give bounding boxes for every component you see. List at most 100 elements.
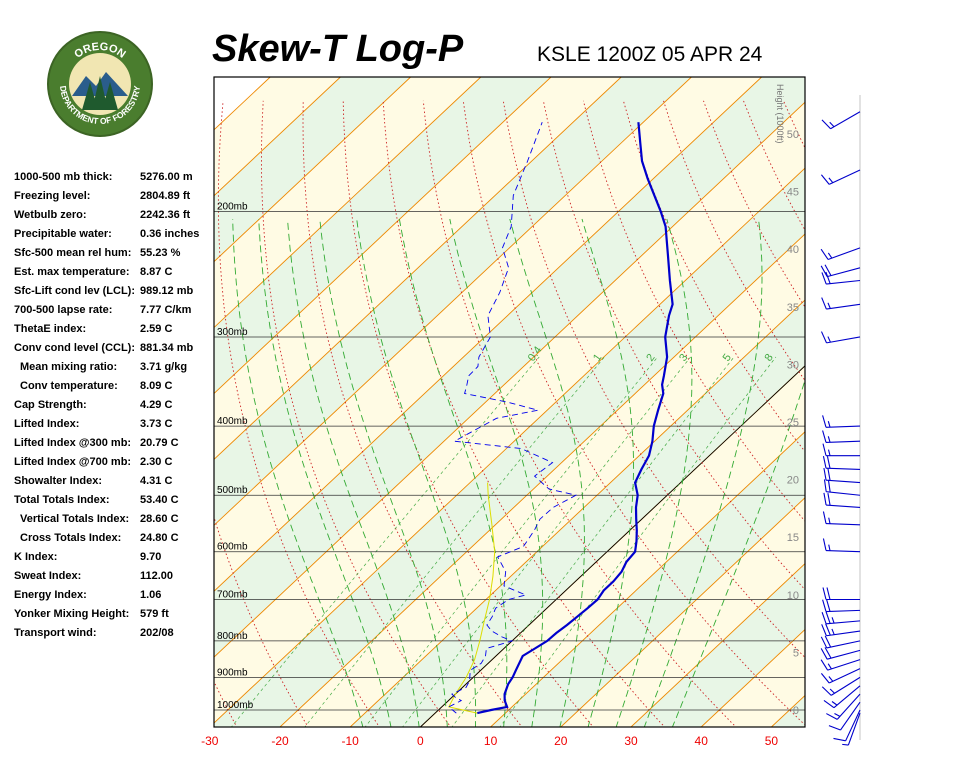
index-value: 2804.89 ft — [140, 190, 191, 202]
wind-barb-flag — [824, 635, 832, 648]
wind-barb — [820, 668, 861, 684]
wind-barb — [822, 599, 861, 613]
height-tick-label: 40 — [787, 244, 799, 256]
mixing-ratio-line — [451, 356, 735, 727]
index-value: 0.36 inches — [140, 228, 200, 240]
wind-barb-half-flag — [834, 713, 841, 717]
height-axis-label: Height (1000ft) — [775, 84, 785, 144]
wind-barb-half-flag — [827, 252, 833, 259]
index-label: Mean mixing ratio: — [20, 361, 118, 373]
index-value: 1.06 — [140, 589, 162, 601]
temperature-tick-label: 20 — [554, 734, 568, 748]
wind-barb-flag — [827, 493, 831, 506]
pressure-label: 700mb — [217, 589, 248, 600]
moist-adiabat — [398, 218, 508, 727]
dry-adiabat — [944, 101, 960, 728]
mixing-ratio-label: 1 — [591, 352, 604, 364]
wind-barb-flag — [822, 587, 827, 600]
index-value: 53.40 C — [140, 494, 179, 506]
index-label: Conv temperature: — [20, 380, 118, 392]
index-label: Wetbulb zero: — [14, 209, 87, 221]
pressure-label: 800mb — [217, 631, 248, 642]
mixing-ratio-line — [499, 356, 777, 727]
wind-barb-half-flag — [842, 743, 849, 746]
wind-barb — [822, 587, 860, 601]
wind-barb-flag — [820, 331, 828, 344]
wind-barb-staff — [830, 111, 861, 130]
index-label: 700-500 lapse rate: — [14, 304, 113, 316]
temperature-band — [214, 77, 805, 658]
wind-barb-flag — [825, 611, 831, 624]
dry-adiabat — [422, 100, 737, 727]
wind-barb — [822, 443, 860, 457]
moist-adiabat — [581, 218, 634, 727]
moist-adiabat — [509, 218, 585, 727]
wind-barb-staff — [826, 440, 861, 443]
temperature-tick-label: 10 — [484, 734, 498, 748]
index-value: 4.31 C — [140, 475, 173, 487]
pressure-label: 400mb — [217, 416, 248, 427]
wind-barb — [823, 492, 861, 508]
wind-barb — [821, 676, 861, 696]
wind-barb — [821, 297, 861, 310]
wind-barb-flag — [825, 623, 831, 636]
index-value: 3.71 g/kg — [140, 361, 188, 373]
wind-barb-staff — [827, 247, 861, 260]
wind-barb — [820, 647, 861, 660]
dry-adiabat — [824, 101, 960, 728]
temperature-tick-label: -20 — [271, 734, 289, 748]
wind-barb-half-flag — [831, 701, 838, 706]
wind-barb-staff — [826, 523, 861, 526]
station-time-label: KSLE 1200Z 05 APR 24 — [537, 43, 763, 66]
wind-barb-flag — [828, 725, 841, 731]
oregon-department-of-forestry-logo: OREGON DEPARTMENT OF FORESTRY — [46, 30, 154, 143]
index-label: Conv cond level (CCL): — [14, 342, 136, 354]
wind-barb-flag — [820, 673, 830, 684]
dry-adiabat — [864, 101, 960, 728]
dry-adiabat — [783, 100, 805, 149]
moist-adiabat — [671, 378, 805, 727]
wind-barb — [822, 538, 861, 553]
wind-barb-staff — [830, 676, 861, 696]
wind-barb-flag — [820, 648, 828, 660]
index-value: 55.23 % — [140, 247, 181, 259]
index-value: 9.70 — [140, 551, 162, 563]
wind-barb-staff — [847, 712, 861, 746]
index-label: Yonker Mixing Height: — [14, 608, 130, 620]
index-label: Energy Index: — [14, 589, 87, 601]
height-tick-label: 5 — [793, 647, 799, 659]
wind-barb — [842, 712, 861, 746]
wind-barb-flag — [823, 699, 835, 709]
mixing-ratio-line — [364, 356, 658, 727]
dry-adiabat — [622, 100, 805, 453]
wind-barb-flag — [822, 456, 827, 469]
wind-barb — [826, 693, 861, 720]
moist-adiabat — [287, 218, 420, 727]
wind-barb — [823, 467, 861, 484]
wind-barb-flag — [824, 647, 832, 659]
wind-barb — [822, 456, 861, 470]
height-tick-label: 30 — [787, 359, 799, 371]
index-value: 5276.00 m — [140, 171, 193, 183]
isotherm — [560, 497, 805, 727]
wind-barb-half-flag — [827, 436, 831, 443]
index-value: 24.80 C — [140, 532, 179, 544]
isotherm — [490, 431, 805, 727]
pressure-label: 600mb — [217, 542, 248, 553]
height-tick-label: 35 — [787, 302, 799, 314]
isotherm — [214, 77, 622, 461]
index-value: 112.00 — [140, 570, 174, 582]
wind-barb-flag — [821, 297, 827, 310]
index-value: 7.77 C/km — [140, 304, 192, 316]
pressure-label: 200mb — [217, 201, 248, 212]
isotherm — [214, 77, 762, 592]
index-value: 20.79 C — [140, 437, 179, 449]
index-label: K Index: — [14, 551, 58, 563]
wind-barb-flag — [825, 271, 831, 284]
wind-barb-staff — [826, 609, 861, 613]
chart-title: Skew-T Log-P — [212, 28, 464, 70]
wind-barb-flag — [823, 467, 827, 481]
height-tick-label: 0 — [793, 705, 799, 717]
zero-isotherm — [420, 365, 805, 727]
wind-barb-half-flag — [827, 336, 831, 343]
